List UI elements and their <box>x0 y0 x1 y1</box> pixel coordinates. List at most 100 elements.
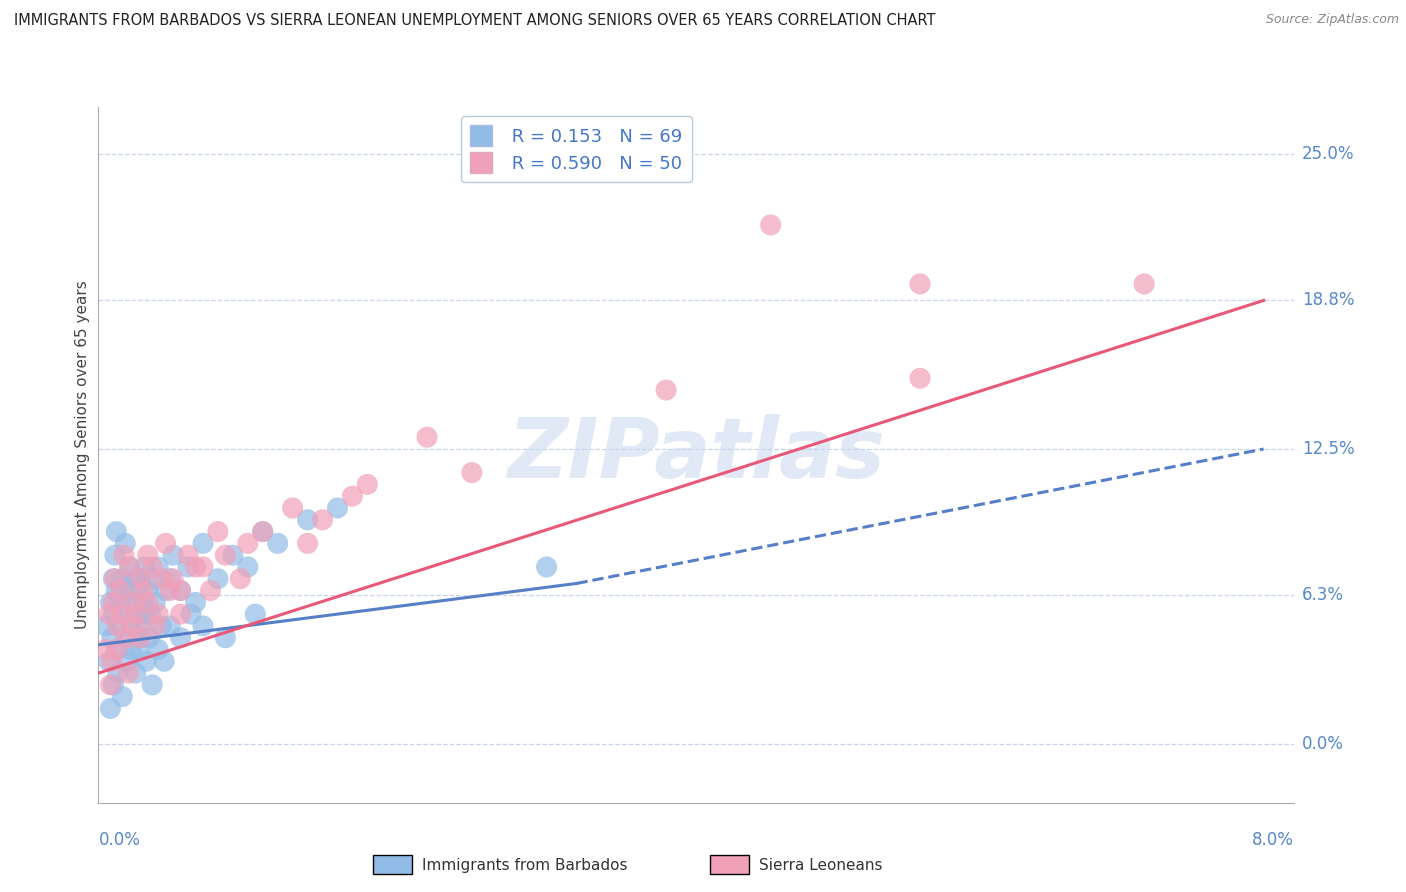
Point <box>129 631 152 645</box>
Point <box>229 572 252 586</box>
Point <box>148 607 170 621</box>
Point <box>103 595 125 609</box>
Point <box>124 619 146 633</box>
Point <box>117 666 139 681</box>
Point <box>297 513 319 527</box>
Point <box>416 430 439 444</box>
Point <box>169 583 191 598</box>
Point <box>115 631 138 645</box>
Point <box>115 654 138 668</box>
Point <box>461 466 484 480</box>
Point <box>132 595 155 609</box>
Point <box>191 560 214 574</box>
Text: 8.0%: 8.0% <box>1251 830 1294 848</box>
Text: 25.0%: 25.0% <box>1302 145 1354 163</box>
Point <box>207 524 229 539</box>
Point <box>236 536 259 550</box>
Point <box>129 631 152 645</box>
Point <box>150 619 173 633</box>
Point <box>103 678 125 692</box>
Point <box>536 560 558 574</box>
Point <box>125 666 148 681</box>
Point <box>297 536 319 550</box>
Point <box>104 548 127 562</box>
Point <box>134 560 156 574</box>
Point <box>129 572 152 586</box>
Text: IMMIGRANTS FROM BARBADOS VS SIERRA LEONEAN UNEMPLOYMENT AMONG SENIORS OVER 65 YE: IMMIGRANTS FROM BARBADOS VS SIERRA LEONE… <box>14 13 935 29</box>
Point <box>159 583 181 598</box>
Point <box>214 548 236 562</box>
Point <box>117 583 139 598</box>
Point <box>105 642 128 657</box>
Text: ZIPatlas: ZIPatlas <box>508 415 884 495</box>
Point <box>141 572 163 586</box>
Point <box>162 548 184 562</box>
Point <box>125 607 148 621</box>
Legend:  R = 0.153   N = 69,  R = 0.590   N = 50: R = 0.153 N = 69, R = 0.590 N = 50 <box>461 116 692 182</box>
Point <box>139 607 162 621</box>
Point <box>177 560 200 574</box>
Point <box>104 572 127 586</box>
Point <box>135 654 157 668</box>
Point <box>124 572 146 586</box>
Point <box>118 560 141 574</box>
Point <box>115 631 138 645</box>
Point <box>908 277 931 291</box>
Point <box>128 642 150 657</box>
Point <box>105 524 128 539</box>
Point <box>267 536 290 550</box>
Point <box>326 500 349 515</box>
Point <box>103 572 125 586</box>
Point <box>125 607 148 621</box>
Point <box>191 536 214 550</box>
Point <box>101 654 124 668</box>
Point <box>184 595 207 609</box>
Point <box>180 607 202 621</box>
Point <box>252 524 274 539</box>
Point <box>136 583 159 598</box>
Point <box>200 583 222 598</box>
Point <box>135 607 157 621</box>
Point <box>98 595 122 609</box>
Point <box>908 371 931 385</box>
Point <box>136 595 159 609</box>
Point <box>155 536 177 550</box>
Point <box>101 631 124 645</box>
Point <box>108 619 131 633</box>
Point <box>111 607 134 621</box>
Point <box>105 583 128 598</box>
Point <box>191 619 214 633</box>
Point <box>356 477 378 491</box>
Point <box>162 572 184 586</box>
Point <box>110 583 132 598</box>
Point <box>111 572 134 586</box>
Point <box>236 560 259 574</box>
Point <box>155 583 177 598</box>
Point <box>169 607 191 621</box>
Text: 0.0%: 0.0% <box>98 830 141 848</box>
Text: 12.5%: 12.5% <box>1302 440 1354 458</box>
Point <box>132 583 155 598</box>
Point <box>107 666 129 681</box>
Point <box>103 607 125 621</box>
Point <box>169 631 191 645</box>
Text: 6.3%: 6.3% <box>1302 586 1344 604</box>
Text: 18.8%: 18.8% <box>1302 292 1354 310</box>
Point <box>118 560 141 574</box>
Point <box>98 678 122 692</box>
Point <box>245 607 267 621</box>
Point <box>143 619 166 633</box>
Point <box>138 631 160 645</box>
Point <box>136 548 159 562</box>
Point <box>184 560 207 574</box>
Point <box>129 572 152 586</box>
Point <box>281 500 304 515</box>
Point <box>127 583 149 598</box>
Text: 0.0%: 0.0% <box>1302 735 1344 753</box>
Point <box>97 607 120 621</box>
Point <box>121 595 143 609</box>
Point <box>143 595 166 609</box>
Point <box>107 642 129 657</box>
Point <box>222 548 245 562</box>
Point <box>94 642 117 657</box>
